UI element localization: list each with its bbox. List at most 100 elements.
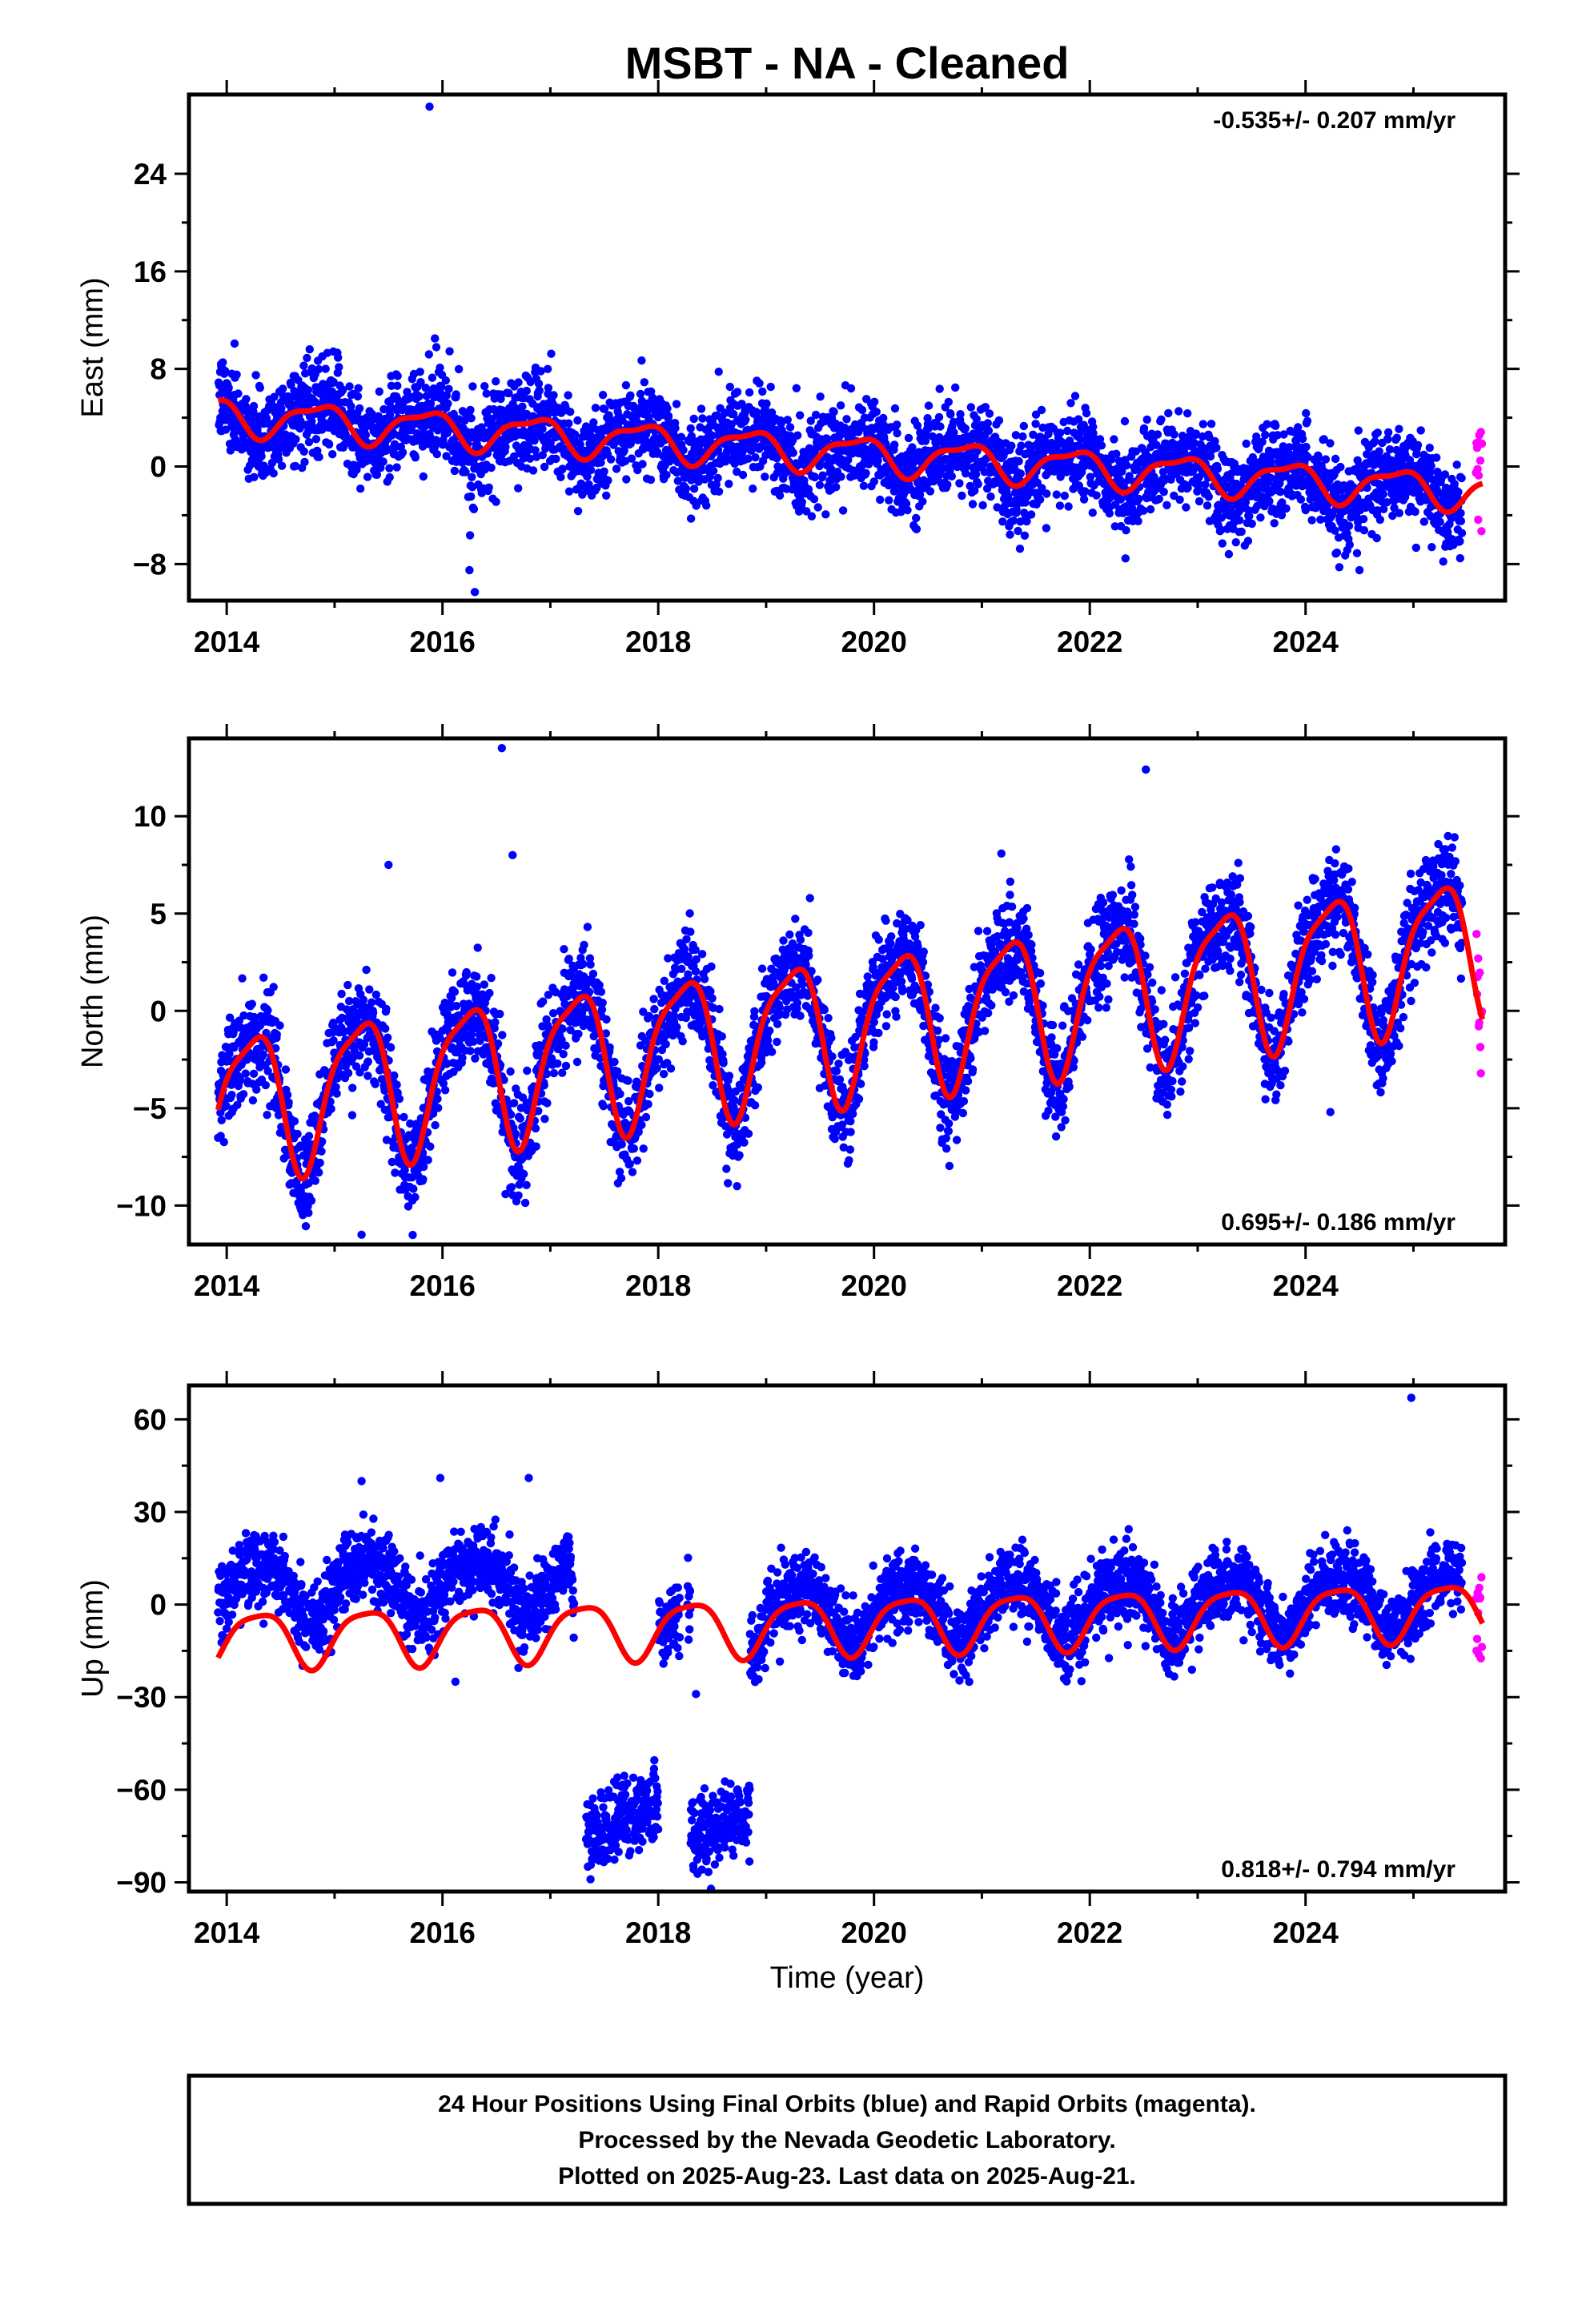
- final-orbit-point: [337, 989, 346, 999]
- final-orbit-point: [1302, 408, 1311, 418]
- final-orbit-point: [329, 377, 338, 387]
- final-orbit-point: [347, 402, 355, 411]
- final-orbit-point: [528, 466, 538, 475]
- final-orbit-point: [420, 1162, 428, 1172]
- final-orbit-point: [983, 419, 993, 428]
- final-orbit-point: [1042, 524, 1051, 533]
- final-orbit-point: [673, 476, 682, 485]
- final-orbit-point: [913, 421, 922, 430]
- final-orbit-point: [277, 461, 287, 470]
- final-orbit-point: [1015, 545, 1025, 553]
- final-orbit-point: [943, 480, 952, 489]
- final-orbit-point: [951, 383, 960, 392]
- final-orbit-point: [816, 392, 825, 401]
- final-orbit-point: [789, 448, 797, 457]
- final-orbit-point: [1066, 399, 1075, 408]
- final-orbit-point: [1282, 504, 1291, 513]
- final-orbit-point: [1079, 495, 1089, 504]
- final-orbit-point: [1183, 409, 1192, 418]
- final-orbit-point: [1242, 439, 1251, 448]
- final-orbit-point: [1174, 407, 1183, 416]
- final-orbit-point: [626, 391, 635, 400]
- final-orbit-point: [950, 428, 958, 437]
- final-orbit-outlier: [431, 334, 440, 343]
- final-orbit-point: [687, 432, 696, 440]
- final-orbit-point: [255, 384, 264, 392]
- final-orbit-point: [802, 507, 811, 516]
- final-orbit-point: [578, 490, 587, 499]
- final-orbit-point: [890, 440, 899, 449]
- final-orbit-point: [944, 397, 954, 407]
- final-orbit-point: [471, 1054, 480, 1063]
- final-orbit-point: [620, 456, 630, 465]
- final-orbit-point: [600, 467, 608, 476]
- final-orbit-point: [869, 477, 879, 486]
- final-orbit-point: [1450, 480, 1460, 489]
- final-orbit-point: [1142, 415, 1151, 424]
- final-orbit-point: [591, 404, 600, 412]
- final-orbit-point: [247, 999, 256, 1008]
- final-orbit-point: [1270, 519, 1279, 528]
- final-orbit-point: [1383, 428, 1393, 437]
- final-orbit-point: [374, 412, 383, 420]
- final-orbit-point: [249, 401, 259, 411]
- final-orbit-point: [702, 501, 711, 510]
- final-orbit-point: [367, 998, 376, 1007]
- final-orbit-point: [468, 472, 476, 481]
- final-orbit-point: [534, 379, 544, 388]
- final-orbit-point: [1218, 539, 1227, 548]
- final-orbit-point: [1134, 517, 1142, 525]
- final-orbit-point: [392, 463, 401, 472]
- final-orbit-point: [566, 408, 575, 416]
- final-orbit-point: [416, 378, 425, 387]
- final-orbit-point: [1120, 416, 1130, 426]
- final-orbit-point: [327, 1104, 335, 1113]
- final-orbit-point: [993, 503, 1002, 512]
- final-orbit-point: [870, 397, 879, 406]
- final-orbit-point: [259, 461, 268, 470]
- final-orbit-point: [318, 425, 327, 434]
- final-orbit-point: [1235, 516, 1244, 525]
- final-orbit-point: [454, 364, 464, 374]
- final-orbit-point: [304, 1132, 314, 1140]
- y-axis-label: East (mm): [76, 277, 110, 417]
- final-orbit-point: [428, 373, 437, 382]
- final-orbit-point: [1042, 489, 1051, 498]
- final-orbit-point: [274, 455, 283, 464]
- final-orbit-point: [1231, 538, 1240, 547]
- final-orbit-point: [395, 1094, 404, 1104]
- final-orbit-point: [677, 432, 686, 441]
- final-orbit-point: [480, 382, 489, 391]
- rapid-orbit-point: [1474, 471, 1484, 480]
- final-orbit-point: [460, 416, 469, 425]
- final-orbit-point: [442, 391, 452, 400]
- final-orbit-point: [829, 408, 838, 416]
- final-orbit-point: [713, 473, 722, 483]
- final-orbit-point: [549, 391, 558, 400]
- final-orbit-point: [355, 404, 364, 413]
- final-orbit-point: [1019, 421, 1029, 431]
- final-orbit-point: [304, 437, 314, 447]
- final-orbit-point: [219, 1137, 228, 1147]
- final-orbit-point: [818, 471, 827, 480]
- final-orbit-point: [804, 485, 813, 494]
- final-orbit-point: [416, 368, 424, 376]
- final-orbit-point: [219, 358, 227, 367]
- final-orbit-point: [1456, 517, 1466, 525]
- rapid-orbit-point: [1477, 439, 1487, 448]
- final-orbit-point: [733, 388, 742, 396]
- final-orbit-point: [822, 434, 832, 444]
- final-orbit-point: [368, 1008, 378, 1017]
- final-orbit-point: [408, 1230, 417, 1240]
- final-orbit-point: [458, 1053, 467, 1063]
- final-orbit-point: [564, 419, 573, 428]
- final-orbit-point: [284, 1098, 293, 1107]
- final-orbit-point: [968, 500, 978, 509]
- final-orbit-point: [1055, 501, 1065, 510]
- final-orbit-point: [1375, 447, 1383, 456]
- final-orbit-point: [1035, 495, 1045, 504]
- final-orbit-point: [547, 349, 556, 358]
- final-orbit-point: [452, 1002, 461, 1011]
- final-orbit-point: [1419, 517, 1429, 526]
